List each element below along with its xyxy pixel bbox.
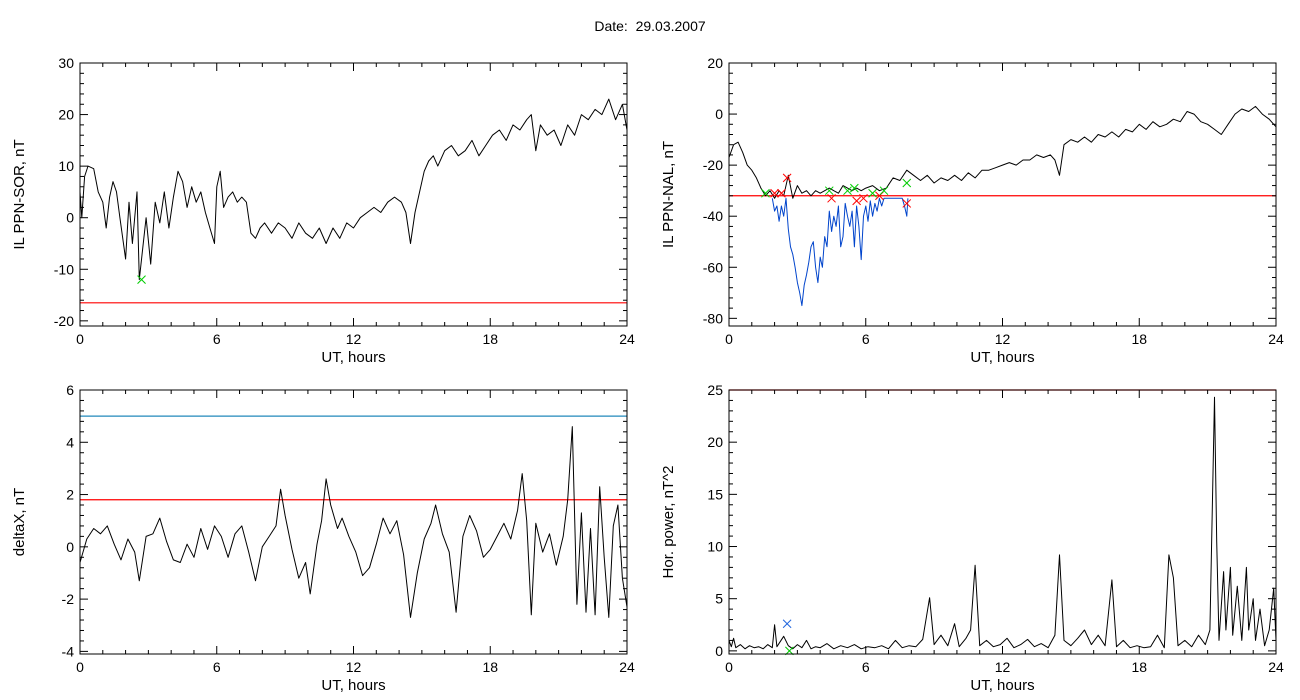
x-tick-label: 18 <box>482 659 498 675</box>
y-tick-label: -20 <box>54 313 74 329</box>
x-tick-label: 18 <box>482 331 498 347</box>
data-marker <box>879 186 889 196</box>
y-tick-label: 0 <box>715 643 723 659</box>
y-tick-label: 10 <box>707 539 723 555</box>
marker-stroke <box>782 619 792 629</box>
series-line-1 <box>728 396 1277 650</box>
data-marker <box>777 188 786 198</box>
x-tick-label: 24 <box>619 331 635 347</box>
x-tick-label: 0 <box>725 331 733 347</box>
marker-stroke <box>761 188 770 198</box>
y-tick-label: 25 <box>707 382 723 398</box>
y-tick-label: 6 <box>66 382 74 398</box>
plot-frame <box>79 62 628 327</box>
plot-frame <box>79 389 628 655</box>
x-tick-label: 12 <box>346 331 362 347</box>
y-tick-label: 10 <box>58 158 74 174</box>
data-marker <box>782 173 792 183</box>
marker-stroke <box>902 178 912 188</box>
y-tick-label: -60 <box>703 259 723 275</box>
series-line-1 <box>79 98 628 281</box>
y-tick-label: 20 <box>58 107 74 123</box>
x-tick-label: 6 <box>862 659 870 675</box>
chart-il-ppn-nal: 0 6 12 18 24 -80 -60 -40 -20 0 20 UT, hours IL PPN-N… <box>660 55 1284 366</box>
x-tick-label: 0 <box>725 659 733 675</box>
chart-il-ppn-sor: 0 6 12 18 24 -20 -10 0 10 20 30 UT, hours IL PPN-SOR… <box>11 55 635 366</box>
series-line-2 <box>771 197 909 307</box>
y-tick-label: 2 <box>66 487 74 503</box>
x-tick-label: 0 <box>76 331 84 347</box>
data-marker <box>852 196 861 206</box>
y-tick-label: 0 <box>715 106 723 122</box>
marker-stroke <box>843 186 852 196</box>
marker-stroke <box>868 188 877 198</box>
y-tick-label: 0 <box>66 539 74 555</box>
x-tick-label: 12 <box>995 331 1011 347</box>
y-tick-label: 0 <box>66 210 74 226</box>
marker-stroke <box>879 186 889 196</box>
x-tick-label: 24 <box>619 659 635 675</box>
y-axis-title: deltaX, nT <box>11 488 28 556</box>
x-tick-label: 18 <box>1131 331 1147 347</box>
x-tick-label: 24 <box>1268 659 1284 675</box>
chart-hor-power: 0 6 12 18 24 0 5 10 15 20 25 UT, hours Hor. power, n… <box>660 382 1284 694</box>
x-tick-label: 6 <box>213 331 221 347</box>
plot-frame <box>728 389 1277 655</box>
series-line-1 <box>728 105 1277 199</box>
marker-stroke <box>852 196 861 206</box>
y-tick-label: -80 <box>703 310 723 326</box>
data-marker <box>824 186 834 196</box>
x-axis-title: UT, hours <box>970 677 1034 694</box>
x-axis-title: UT, hours <box>321 677 385 694</box>
data-marker <box>770 188 779 198</box>
y-tick-label: 20 <box>707 434 723 450</box>
x-tick-label: 18 <box>1131 659 1147 675</box>
x-tick-label: 12 <box>995 659 1011 675</box>
y-axis-title: IL PPN-SOR, nT <box>11 139 28 249</box>
plot-frame <box>728 62 1277 327</box>
y-axis-title: IL PPN-NAL, nT <box>660 141 677 248</box>
marker-stroke <box>770 188 779 198</box>
x-axis-title: UT, hours <box>321 349 385 366</box>
y-tick-label: 20 <box>707 55 723 71</box>
x-tick-label: 12 <box>346 659 362 675</box>
marker-stroke <box>824 186 834 196</box>
page-title: Date: 29.03.2007 <box>594 18 706 34</box>
data-marker <box>902 199 912 208</box>
y-tick-label: 5 <box>715 591 723 607</box>
data-marker <box>843 186 852 196</box>
data-marker <box>859 193 868 203</box>
y-tick-label: -40 <box>703 208 723 224</box>
data-marker <box>850 183 859 193</box>
x-tick-label: 24 <box>1268 331 1284 347</box>
x-axis-title: UT, hours <box>970 349 1034 366</box>
marker-stroke <box>902 199 912 208</box>
marker-stroke <box>850 183 859 193</box>
y-tick-label: -10 <box>54 261 74 277</box>
y-tick-label: -2 <box>62 591 75 607</box>
x-tick-label: 6 <box>862 331 870 347</box>
data-marker <box>827 193 836 203</box>
data-marker <box>137 275 146 284</box>
y-tick-label: -4 <box>62 643 75 659</box>
data-marker <box>868 188 877 198</box>
marker-stroke <box>782 173 792 183</box>
marker-stroke <box>827 193 836 203</box>
x-tick-label: 6 <box>213 659 221 675</box>
marker-stroke <box>777 188 786 198</box>
data-marker <box>761 188 770 198</box>
y-axis-title: Hor. power, nT^2 <box>660 466 677 579</box>
y-tick-label: 4 <box>66 434 74 450</box>
data-marker <box>902 178 912 188</box>
marker-stroke <box>137 275 146 284</box>
data-marker <box>782 619 792 629</box>
x-tick-label: 0 <box>76 659 84 675</box>
y-tick-label: 15 <box>707 486 723 502</box>
series-line-1 <box>79 426 628 618</box>
y-tick-label: -20 <box>703 157 723 173</box>
y-tick-label: 30 <box>58 55 74 71</box>
marker-stroke <box>859 193 868 203</box>
